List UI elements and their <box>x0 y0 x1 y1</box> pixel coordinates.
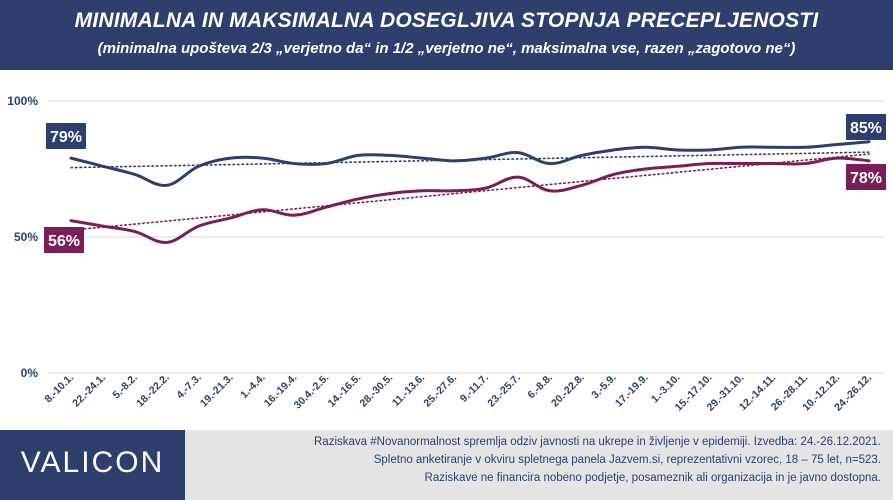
x-tick-label: 17.-19.9. <box>613 372 651 410</box>
start-label-max-box <box>46 123 86 149</box>
x-tick-label: 23.-25.7. <box>485 372 523 410</box>
x-tick-label: 18.-22.2. <box>134 372 172 410</box>
series-line-2 <box>69 156 871 244</box>
start-label-min-box <box>44 227 84 253</box>
y-tick-label: 100% <box>7 94 38 108</box>
footer-note: Raziskava #Novanormalnost spremlja odziv… <box>185 430 893 500</box>
x-tick-label: 5.-8.2. <box>110 372 140 402</box>
end-label-min: 78% <box>850 170 882 187</box>
chart-header: MINIMALNA IN MAKSIMALNA DOSEGLJIVA STOPN… <box>0 0 893 70</box>
end-label-max: 85% <box>850 120 882 137</box>
x-tick-label: 3.-5.9. <box>589 372 619 402</box>
x-tick-label: 4.-7.3. <box>174 372 204 402</box>
y-tick-label: 50% <box>14 230 38 244</box>
line-chart: 100%50%0% 8.-10.1.22.-24.1. 5.-8.2.18.-22… <box>7 94 886 414</box>
x-tick-label: 22.-24.1. <box>70 372 108 410</box>
chart-subtitle: (minimalna upošteva 2/3 „verjetno da“ in… <box>97 40 796 57</box>
x-tick-label: 11.-13.6. <box>390 372 427 409</box>
trendline-2 <box>70 153 870 231</box>
x-tick-label: 28.-30.5. <box>358 372 396 410</box>
x-tick-label: 20.-22.8. <box>549 372 587 410</box>
x-tick-label: 19.-21.3. <box>198 372 236 410</box>
note-line-2: Spletno anketiranje v okviru spletnega p… <box>373 454 881 466</box>
end-label-min-box <box>846 164 886 190</box>
chart-title: MINIMALNA IN MAKSIMALNA DOSEGLJIVA STOPN… <box>74 9 819 32</box>
series-line-1 <box>69 140 871 187</box>
x-tick-label: 14.-16.5. <box>326 372 364 410</box>
note-line-1: Raziskava #Novanormalnost spremlja odziv… <box>314 436 881 448</box>
x-tick-label: 30.4.-2.5. <box>292 372 332 412</box>
x-tick-label: 1.-4.4. <box>238 372 268 402</box>
start-label-max: 79% <box>50 129 82 146</box>
y-tick-label: 0% <box>21 366 39 380</box>
x-tick-label: 6.-8.8. <box>525 372 555 402</box>
start-label-min: 56% <box>48 233 80 250</box>
x-tick-label: 25.-27.6. <box>421 372 459 410</box>
logo-panel <box>0 430 185 500</box>
valicon-logo: VALICON <box>20 446 165 479</box>
end-label-max-box <box>846 114 886 140</box>
note-line-3: Raziskave ne financira nobeno podjetje, … <box>424 472 881 484</box>
